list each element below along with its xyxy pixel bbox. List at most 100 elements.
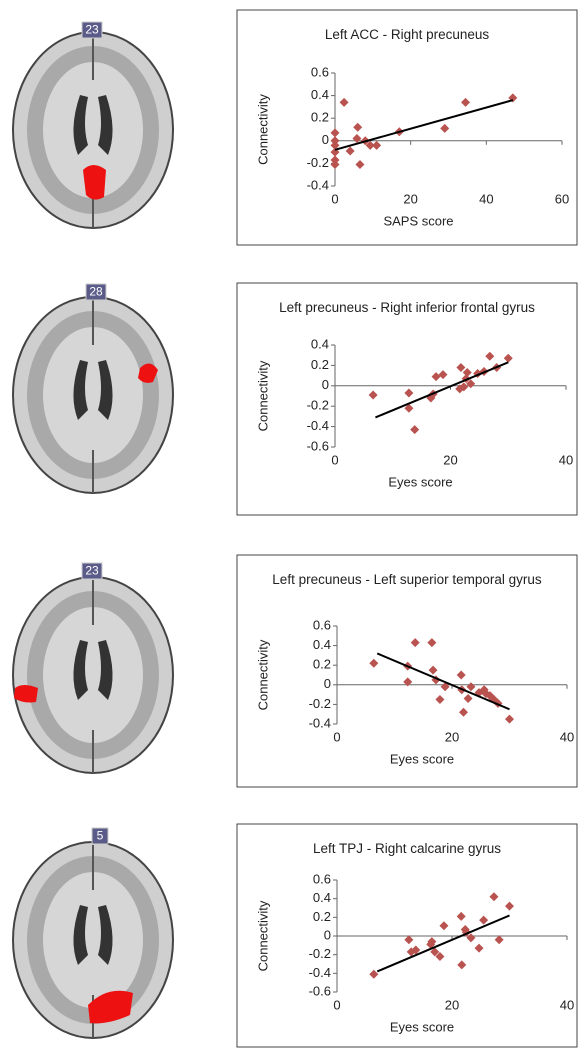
data-point bbox=[479, 916, 488, 925]
data-point bbox=[459, 708, 468, 717]
data-point bbox=[331, 136, 340, 145]
data-point bbox=[495, 935, 504, 944]
y-tick-label: -0.2 bbox=[309, 946, 331, 961]
y-tick-label: -0.4 bbox=[307, 418, 329, 433]
y-tick-label: 0 bbox=[322, 377, 329, 392]
y-tick-label: 0.4 bbox=[313, 890, 331, 905]
y-tick-label: 0.2 bbox=[313, 657, 331, 672]
y-tick-label: 0.4 bbox=[313, 637, 331, 652]
trend-line bbox=[375, 362, 508, 417]
chart-title: Left TPJ - Right calcarine gyrus bbox=[257, 840, 557, 858]
data-point bbox=[353, 123, 362, 132]
data-point bbox=[489, 892, 498, 901]
data-point bbox=[331, 128, 340, 137]
x-tick-label: 20 bbox=[445, 729, 459, 744]
y-tick-label: 0 bbox=[324, 676, 331, 691]
x-tick-label: 0 bbox=[333, 997, 340, 1012]
x-tick-label: 20 bbox=[443, 452, 457, 467]
y-axis-label: Connectivity bbox=[255, 94, 270, 165]
data-point bbox=[463, 368, 472, 377]
data-point bbox=[404, 935, 413, 944]
x-tick-label: 0 bbox=[333, 729, 340, 744]
data-point bbox=[369, 659, 378, 668]
x-tick-label: 40 bbox=[559, 452, 573, 467]
figure-canvas: 23 28 23 5 -0.4-0.200.20.40.60204060SAPS… bbox=[0, 0, 584, 1057]
x-tick-label: 20 bbox=[445, 997, 459, 1012]
y-tick-label: 0.2 bbox=[311, 110, 329, 125]
data-point bbox=[411, 638, 420, 647]
y-axis-label: Connectivity bbox=[255, 639, 270, 710]
chart-title: Left precuneus - Left superior temporal … bbox=[257, 571, 557, 589]
data-point bbox=[331, 160, 340, 169]
data-point bbox=[457, 671, 466, 680]
data-point bbox=[352, 134, 361, 143]
chart-title: Left ACC - Right precuneus bbox=[257, 26, 557, 44]
data-point bbox=[456, 363, 465, 372]
x-axis-label: Eyes score bbox=[390, 1019, 454, 1034]
brain-panel-3 bbox=[13, 577, 173, 773]
y-tick-label: -0.2 bbox=[307, 398, 329, 413]
data-point bbox=[464, 694, 473, 703]
y-tick-label: 0.4 bbox=[311, 87, 329, 102]
x-tick-label: 40 bbox=[479, 191, 493, 206]
y-tick-label: 0 bbox=[322, 132, 329, 147]
x-axis-label: Eyes score bbox=[390, 751, 454, 766]
figure: 23 28 23 5 -0.4-0.200.20.40.60204060SAPS… bbox=[0, 0, 584, 1057]
slice-number: 23 bbox=[85, 23, 99, 37]
y-axis-label: Connectivity bbox=[255, 900, 270, 971]
data-point bbox=[410, 425, 419, 434]
x-tick-label: 40 bbox=[560, 729, 574, 744]
slice-label-2: 28 bbox=[86, 284, 106, 300]
y-tick-label: -0.2 bbox=[307, 155, 329, 170]
data-point bbox=[485, 352, 494, 361]
data-point bbox=[355, 160, 364, 169]
brain-panel-1 bbox=[13, 32, 173, 228]
x-tick-label: 0 bbox=[331, 191, 338, 206]
y-tick-label: 0.6 bbox=[313, 871, 331, 886]
data-point bbox=[429, 666, 438, 675]
data-point bbox=[440, 124, 449, 133]
y-tick-label: -0.4 bbox=[309, 965, 331, 980]
data-point bbox=[340, 98, 349, 107]
data-point bbox=[369, 970, 378, 979]
data-point bbox=[475, 944, 484, 953]
x-axis-label: Eyes score bbox=[388, 474, 452, 489]
y-tick-label: -0.4 bbox=[309, 715, 331, 730]
y-tick-label: 0.2 bbox=[311, 357, 329, 372]
x-tick-label: 0 bbox=[331, 452, 338, 467]
y-tick-label: -0.2 bbox=[309, 696, 331, 711]
data-point bbox=[461, 98, 470, 107]
data-point bbox=[435, 695, 444, 704]
trend-line bbox=[377, 653, 509, 709]
data-point bbox=[457, 960, 466, 969]
data-point bbox=[505, 715, 514, 724]
data-point bbox=[457, 912, 466, 921]
data-point bbox=[505, 902, 514, 911]
y-tick-label: -0.6 bbox=[309, 983, 331, 998]
slice-label-1: 23 bbox=[82, 22, 102, 38]
data-point bbox=[504, 354, 513, 363]
x-tick-label: 40 bbox=[560, 997, 574, 1012]
chart-frame bbox=[237, 10, 577, 245]
data-point bbox=[432, 372, 441, 381]
y-tick-label: 0.4 bbox=[311, 336, 329, 351]
slice-number: 23 bbox=[85, 564, 99, 578]
slice-label-4: 5 bbox=[92, 828, 108, 844]
brain-panel-2 bbox=[13, 297, 173, 493]
data-point bbox=[466, 682, 475, 691]
slice-label-3: 23 bbox=[82, 563, 102, 579]
x-tick-label: 20 bbox=[403, 191, 417, 206]
slice-number: 28 bbox=[89, 285, 103, 299]
y-tick-label: 0.2 bbox=[313, 909, 331, 924]
slice-number: 5 bbox=[97, 829, 104, 843]
data-point bbox=[404, 388, 413, 397]
y-tick-label: 0.6 bbox=[313, 617, 331, 632]
data-point bbox=[372, 141, 381, 150]
y-tick-label: -0.6 bbox=[307, 438, 329, 453]
x-tick-label: 60 bbox=[555, 191, 569, 206]
data-point bbox=[346, 146, 355, 155]
brain-panel-4 bbox=[13, 842, 173, 1038]
chart-title: Left precuneus - Right inferior frontal … bbox=[257, 299, 557, 317]
data-point bbox=[427, 638, 436, 647]
y-tick-label: -0.4 bbox=[307, 177, 329, 192]
